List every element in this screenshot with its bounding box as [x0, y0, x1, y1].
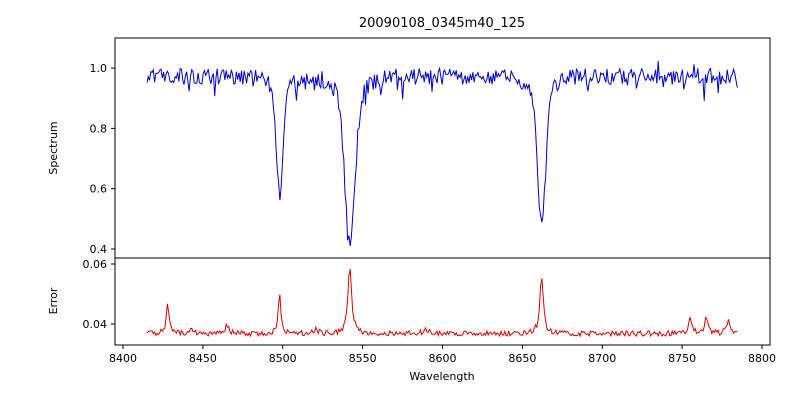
error-line — [146, 268, 738, 338]
x-axis-label: Wavelength — [409, 370, 474, 383]
error-y-axis-label: Error — [47, 287, 60, 314]
x-tick-label: 8700 — [588, 352, 616, 365]
x-tick-label: 8750 — [668, 352, 696, 365]
y-tick-label: 1.0 — [90, 62, 108, 75]
x-tick-label: 8550 — [349, 352, 377, 365]
y-tick-label: 0.4 — [90, 243, 108, 256]
spectrum-line — [146, 60, 738, 246]
y-tick-label: 0.6 — [90, 183, 108, 196]
axes-border — [114, 257, 771, 346]
y-tick-label: 0.04 — [83, 318, 108, 331]
y-tick-label: 0.06 — [83, 258, 108, 271]
x-tick-label: 8650 — [508, 352, 536, 365]
spectrum-y-axis-label: Spectrum — [47, 121, 60, 174]
x-tick-label: 8500 — [269, 352, 297, 365]
x-tick-label: 8600 — [429, 352, 457, 365]
x-tick-label: 8800 — [748, 352, 776, 365]
y-tick-label: 0.8 — [90, 122, 108, 135]
x-tick-label: 8450 — [189, 352, 217, 365]
x-tick-label: 8400 — [109, 352, 137, 365]
chart-title: 20090108_0345m40_125 — [359, 16, 525, 31]
axes-border — [114, 37, 771, 259]
